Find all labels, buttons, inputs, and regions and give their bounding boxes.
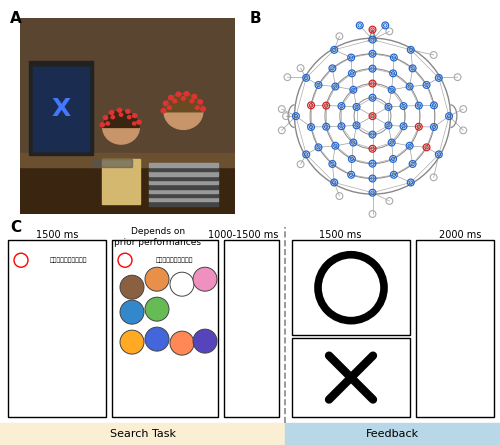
- Text: 2000 ms: 2000 ms: [439, 230, 481, 240]
- Bar: [33, 67, 89, 151]
- Text: Feedback: Feedback: [366, 429, 418, 439]
- Bar: [292, 240, 410, 335]
- Circle shape: [106, 122, 110, 125]
- Bar: [224, 240, 279, 417]
- Circle shape: [170, 272, 194, 296]
- Circle shape: [126, 109, 130, 113]
- Bar: [93, 159, 132, 166]
- Bar: [20, 159, 235, 214]
- Text: 1500 ms: 1500 ms: [319, 230, 361, 240]
- Circle shape: [196, 106, 199, 109]
- Circle shape: [120, 330, 144, 354]
- Circle shape: [161, 109, 166, 113]
- Bar: [149, 202, 218, 206]
- Circle shape: [145, 297, 169, 321]
- Text: Search Task: Search Task: [110, 429, 176, 439]
- Bar: [149, 180, 218, 184]
- Circle shape: [192, 94, 196, 99]
- Circle shape: [132, 113, 137, 117]
- Text: X: X: [51, 97, 70, 121]
- Bar: [0, 423, 285, 445]
- Circle shape: [120, 275, 144, 299]
- Circle shape: [110, 110, 114, 114]
- Bar: [149, 176, 218, 180]
- Circle shape: [103, 111, 140, 144]
- Bar: [292, 338, 410, 417]
- Text: 1500 ms: 1500 ms: [36, 230, 78, 240]
- Circle shape: [193, 329, 217, 353]
- Bar: [149, 167, 218, 171]
- Wedge shape: [103, 111, 140, 127]
- Bar: [28, 61, 93, 155]
- Bar: [20, 153, 235, 166]
- Bar: [149, 163, 218, 167]
- Circle shape: [132, 122, 136, 125]
- Circle shape: [137, 120, 141, 124]
- Circle shape: [145, 267, 169, 291]
- Bar: [149, 193, 218, 197]
- Bar: [416, 240, 494, 417]
- Circle shape: [104, 116, 108, 120]
- Circle shape: [120, 300, 144, 324]
- Circle shape: [164, 94, 203, 129]
- Circle shape: [168, 95, 173, 100]
- Circle shape: [120, 113, 123, 116]
- Circle shape: [164, 101, 168, 105]
- Bar: [149, 184, 218, 189]
- Circle shape: [198, 100, 202, 104]
- Text: C: C: [10, 220, 21, 235]
- Circle shape: [173, 99, 176, 103]
- Circle shape: [201, 107, 205, 111]
- Bar: [8, 240, 106, 417]
- Text: はどちらにいるかな？: はどちらにいるかな？: [155, 257, 193, 263]
- Circle shape: [193, 267, 217, 291]
- Wedge shape: [164, 94, 203, 112]
- Text: 1000-1500 ms: 1000-1500 ms: [208, 230, 278, 240]
- Bar: [285, 423, 500, 445]
- Circle shape: [170, 331, 194, 355]
- Text: Depends on
prior performances: Depends on prior performances: [114, 227, 202, 247]
- Circle shape: [168, 106, 172, 109]
- Circle shape: [111, 116, 114, 119]
- Bar: [20, 18, 235, 165]
- Bar: [149, 197, 218, 202]
- Circle shape: [100, 123, 104, 127]
- Circle shape: [190, 99, 194, 103]
- Text: A: A: [10, 11, 22, 26]
- Bar: [149, 189, 218, 193]
- Circle shape: [128, 116, 131, 119]
- Circle shape: [184, 92, 189, 96]
- Circle shape: [145, 327, 169, 351]
- Text: B: B: [250, 11, 262, 26]
- Circle shape: [118, 108, 122, 112]
- Text: はどちらにいるかな？: はどちらにいるかな？: [49, 257, 87, 263]
- Bar: [102, 159, 140, 204]
- Circle shape: [176, 92, 180, 96]
- Circle shape: [182, 97, 186, 100]
- Bar: [149, 171, 218, 176]
- Bar: [112, 240, 218, 417]
